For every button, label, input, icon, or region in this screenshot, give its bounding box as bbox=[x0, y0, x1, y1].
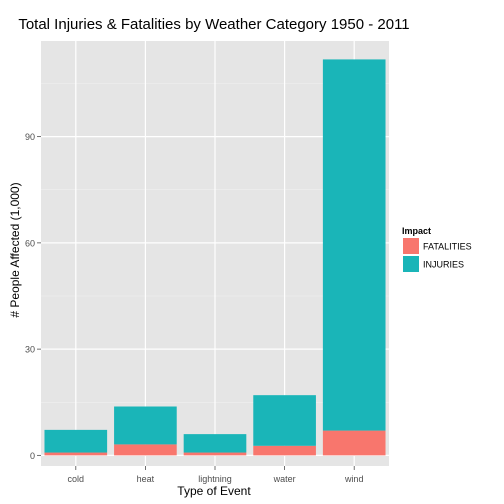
bar-lightning-injuries bbox=[183, 434, 247, 453]
x-axis: cold heat lightning water wind bbox=[68, 466, 364, 484]
legend-label: INJURIES bbox=[423, 260, 464, 270]
y-tick-label: 0 bbox=[30, 451, 35, 461]
bar-lightning-fatalities bbox=[183, 452, 247, 456]
legend-label: FATALITIES bbox=[423, 242, 472, 252]
x-axis-label: Type of Event bbox=[177, 484, 251, 498]
bar-cold-injuries bbox=[44, 429, 108, 453]
y-tick-label: 90 bbox=[25, 132, 35, 142]
legend-title: Impact bbox=[402, 226, 431, 236]
bar-water-fatalities bbox=[253, 445, 316, 456]
x-tick-label: lightning bbox=[198, 474, 232, 484]
y-tick-label: 30 bbox=[25, 345, 35, 355]
chart-title: Total Injuries & Fatalities by Weather C… bbox=[18, 16, 409, 33]
x-tick-label: water bbox=[273, 474, 296, 484]
bars bbox=[44, 59, 386, 456]
y-axis: 0 30 60 90 bbox=[25, 132, 41, 461]
legend-swatch bbox=[403, 256, 419, 272]
bar-wind-injuries bbox=[322, 59, 386, 431]
legend-swatch bbox=[403, 238, 419, 254]
x-tick-label: wind bbox=[344, 474, 364, 484]
y-axis-label: # People Affected (1,000) bbox=[8, 182, 22, 317]
bar-heat-injuries bbox=[114, 406, 177, 445]
bar-wind-fatalities bbox=[322, 430, 386, 456]
y-tick-label: 60 bbox=[25, 238, 35, 248]
bar-cold-fatalities bbox=[44, 452, 108, 456]
bar-heat-fatalities bbox=[114, 444, 177, 456]
x-tick-label: heat bbox=[137, 474, 155, 484]
bar-water-injuries bbox=[253, 395, 316, 446]
x-tick-label: cold bbox=[68, 474, 85, 484]
legend: Impact FATALITIES INJURIES bbox=[402, 226, 472, 272]
